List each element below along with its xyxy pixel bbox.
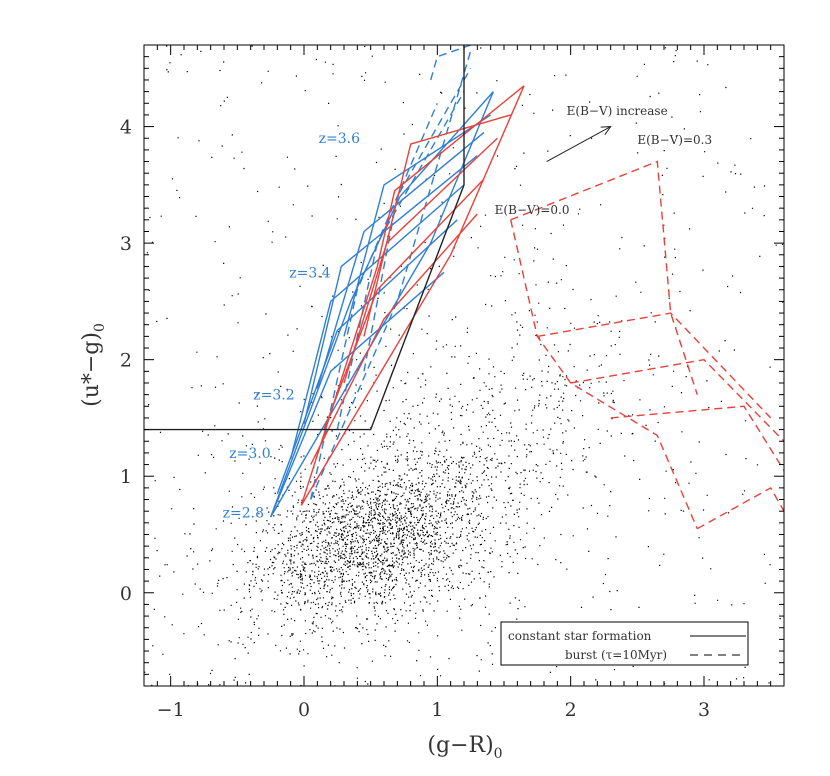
axis-ticks — [143, 44, 785, 687]
legend-box — [500, 621, 749, 666]
track-blue_constant-4 — [290, 184, 465, 459]
track-blue_burst-11 — [363, 67, 472, 372]
redshift-label: z=3.4 — [289, 265, 330, 281]
track-blue_constant-7 — [343, 114, 492, 337]
track-red_constant-15 — [310, 213, 478, 465]
track-blue_constant-3 — [276, 219, 458, 494]
track-red_constant-18 — [363, 114, 511, 337]
redshift-label: z=3.0 — [229, 446, 270, 462]
track-blue_constant-6 — [316, 131, 485, 389]
x-axis-label-main: (g−R) — [427, 733, 493, 758]
y-tick-label: 0 — [120, 583, 132, 605]
track-red_burst-22 — [570, 358, 784, 442]
redshift-label: z=2.8 — [223, 505, 264, 521]
x-tick-label: 1 — [431, 699, 443, 721]
model-tracks — [144, 45, 784, 530]
track-red_burst-23 — [610, 405, 784, 471]
x-tick-label: 2 — [565, 699, 577, 721]
track-red_burst-19 — [510, 219, 698, 529]
ebv-arrow-head — [600, 126, 612, 136]
scatter-cloud — [144, 45, 784, 686]
scatter-points — [144, 45, 784, 686]
x-axis-label: (g−R)0 — [427, 733, 502, 762]
y-tick-label: 4 — [120, 117, 132, 139]
legend-constant-label: constant star formation — [508, 629, 652, 643]
ebv-03-label: E(B−V)=0.3 — [637, 133, 712, 147]
y-tick-label: 2 — [120, 350, 132, 372]
track-red_constant-13 — [300, 85, 525, 506]
axis-tick-labels: −1 0 1 2 3 0 1 2 3 4 — [120, 117, 710, 721]
x-tick-label: 3 — [698, 699, 710, 721]
track-red_burst-24 — [696, 486, 784, 530]
y-tick-label: 3 — [120, 233, 132, 255]
track-red_burst-21 — [537, 312, 772, 419]
x-tick-label: −1 — [157, 699, 185, 721]
legend-burst-label: burst (τ=10Myr) — [565, 648, 667, 662]
y-axis-label: (u*−g)0 — [79, 323, 108, 407]
redshift-label: z=3.2 — [253, 388, 294, 404]
track-red_constant-16 — [323, 178, 485, 430]
ebv-arrow — [546, 126, 611, 162]
track-blue_constant-2 — [270, 271, 445, 518]
legend: constant star formation burst (τ=10Myr) — [500, 621, 749, 666]
x-axis-label-sub: 0 — [494, 746, 503, 762]
ebv-00-label: E(B−V)=0.0 — [495, 203, 570, 217]
track-red_burst-20 — [510, 160, 698, 395]
y-tick-label: 1 — [120, 466, 132, 488]
track-red_constant-14 — [300, 85, 525, 506]
redshift-label: z=3.6 — [319, 131, 360, 147]
selection-boundary — [144, 45, 465, 431]
ebv-increase-label: E(B−V) increase — [567, 104, 668, 118]
x-tick-label: 0 — [298, 699, 310, 721]
y-axis-label-sub: 0 — [92, 323, 108, 332]
track-blue_constant-0 — [270, 91, 494, 518]
redshift-labels: z=3.6 z=3.4 z=3.2 z=3.0 z=2.8 — [223, 131, 360, 521]
y-axis-label-main: (u*−g) — [79, 332, 104, 407]
track-blue_constant-5 — [303, 155, 478, 424]
track-blue_constant-1 — [270, 91, 494, 518]
